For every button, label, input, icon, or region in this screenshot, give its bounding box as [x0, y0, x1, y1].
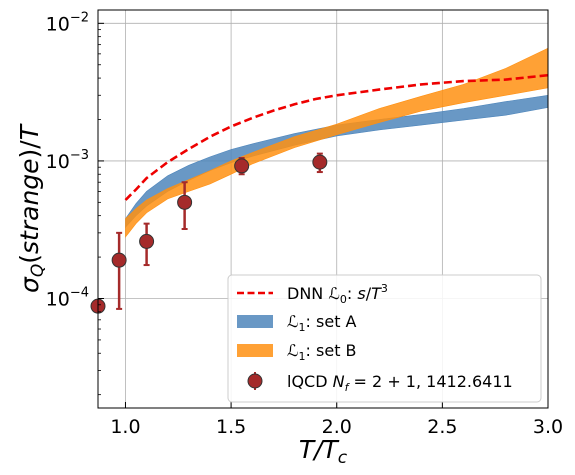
lqcd-point — [177, 181, 193, 230]
legend-box — [227, 274, 542, 403]
x-tick-label: 3.0 — [533, 416, 563, 438]
point-marker — [312, 154, 328, 170]
x-axis-label: T/Tc — [299, 435, 348, 468]
legend-label-dnn: DNN ℒ0: s/T3 — [287, 282, 388, 306]
point-marker — [177, 194, 193, 210]
legend-swatch-set-a — [237, 315, 273, 328]
point-marker — [139, 233, 155, 249]
x-tick-label: 2.0 — [322, 416, 352, 438]
dnn-line — [124, 73, 548, 201]
legend-label-lqcd: lQCD Nf = 2 + 1, 1412.6411 — [287, 372, 513, 394]
point-marker — [234, 158, 250, 174]
lqcd-point — [234, 157, 250, 176]
lqcd-point — [111, 231, 127, 310]
y-tick-label: 10−2 — [46, 10, 89, 35]
legend-swatch-set-b — [237, 344, 273, 357]
x-tick-label: 2.5 — [427, 416, 457, 438]
lqcd-point — [312, 152, 328, 174]
legend-label-set-b: ℒ1: set B — [287, 341, 357, 363]
point-marker — [111, 252, 127, 268]
legend-label-set-a: ℒ1: set A — [287, 312, 357, 334]
lqcd-point — [139, 222, 155, 267]
series-layer — [124, 47, 548, 238]
x-tick-label: 1.0 — [110, 416, 140, 438]
axis-ticks: 1.0 1.5 2.0 2.5 3.0 10−4 10−3 10−2 — [46, 10, 563, 438]
legend: DNN ℒ0: s/T3 ℒ1: set A ℒ1: set B lQCD Nf… — [227, 274, 542, 403]
y-tick-label: 10−4 — [46, 286, 89, 311]
y-tick-label: 10−3 — [46, 148, 89, 173]
plot-frame — [97, 9, 549, 409]
y-axis-label: σQ(strange)/T — [15, 123, 48, 293]
band-series-2 — [125, 47, 548, 238]
legend-swatch-lqcd — [247, 372, 263, 390]
x-tick-label: 1.5 — [216, 416, 246, 438]
